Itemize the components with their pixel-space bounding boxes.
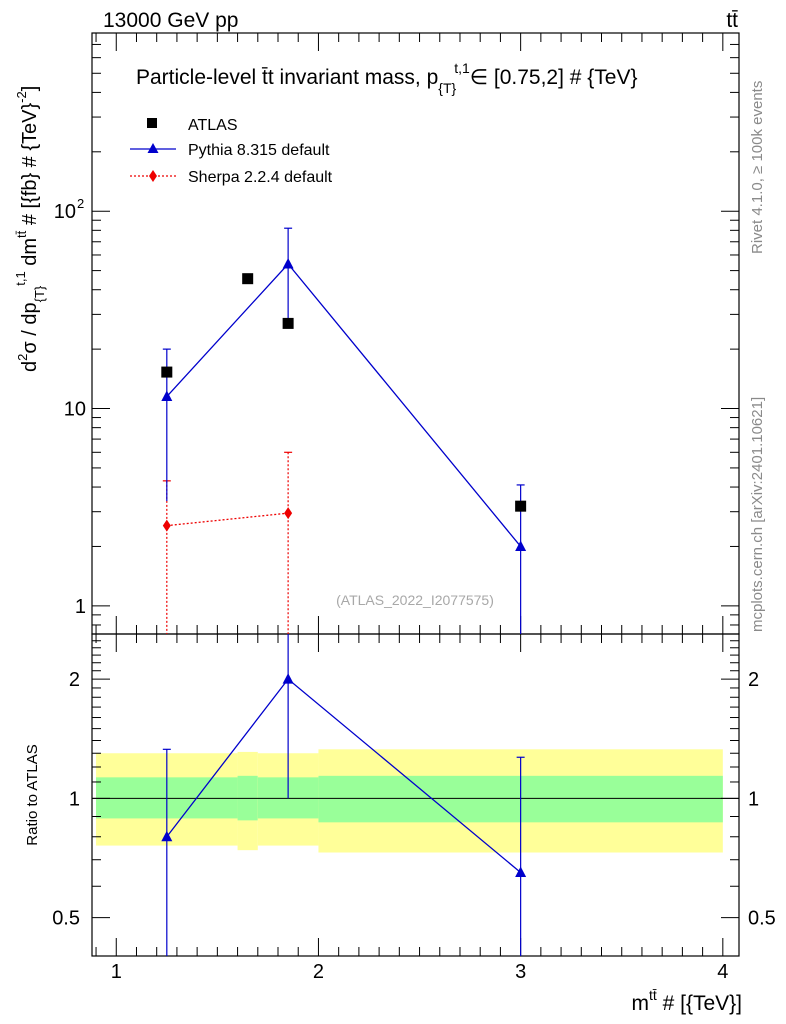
ratio-ytick-label-right-2: 2 (748, 669, 759, 691)
ratio-ytick-label-right-0: 0.5 (748, 908, 776, 930)
legend: ATLAS Pythia 8.315 default Sherpa 2.2.4 … (130, 117, 333, 186)
legend-label-sherpa: Sherpa 2.2.4 default (188, 169, 333, 186)
top-atlas-point-2 (282, 317, 294, 329)
top-series (161, 227, 527, 634)
header-right: tt̄ (726, 9, 738, 32)
mcplots-label: mcplots.cern.ch [arXiv:2401.10621] (749, 397, 766, 632)
xlabel-rest: # [{TeV}] (657, 992, 742, 1015)
ratio-pythia-point-1 (282, 673, 294, 684)
plot-title-rest: ∈ [0.75,2] # {TeV} (470, 66, 638, 89)
header-left: 13000 GeV pp (103, 9, 238, 32)
top-atlas-point-1 (242, 273, 254, 285)
ylabel-sup2: 2 (15, 354, 30, 361)
top-pythia-line (166, 263, 522, 547)
plot-title: Particle-level t̄t invariant mass, p{T} t… (136, 60, 638, 96)
xtick-label-2: 3 (515, 961, 526, 983)
bottom-panel-frame (91, 633, 740, 957)
top-ytick-label-2: 10 (54, 201, 76, 223)
ylabel-dm: dm (19, 238, 41, 271)
y-axis-label-top: d2σ / dp{T} t,1 dmtt̄ # [{fb} # {TeV}-2] (13, 86, 47, 372)
legend-marker-pythia (147, 143, 159, 153)
top-pythia-point-2 (515, 540, 527, 551)
xlabel-sup: tt̄ (649, 987, 657, 1003)
ylabel-close: ] (19, 86, 41, 92)
ratio-ytick-label-left-0: 0.5 (52, 908, 80, 930)
top-pythia-point-1 (282, 258, 294, 269)
y-axis-label-ratio: Ratio to ATLAS (24, 744, 41, 845)
analysis-watermark: (ATLAS_2022_I2077575) (336, 592, 494, 608)
legend-marker-sherpa (149, 170, 157, 182)
ylabel-supt1: t,1 (13, 271, 28, 285)
ratio-pythia-point-0 (161, 830, 173, 842)
top-ytick-label-sup-2: 2 (77, 196, 84, 211)
legend-marker-atlas (147, 118, 157, 128)
ylabel-units: # [{fb} # {TeV} (19, 102, 41, 230)
ratio-ytick-label-left-2: 2 (69, 669, 80, 691)
ylabel-sigma: σ / dp (19, 302, 41, 353)
ratio-ytick-label-right-1: 1 (748, 788, 759, 810)
legend-label-atlas: ATLAS (188, 117, 238, 134)
legend-label-pythia: Pythia 8.315 default (188, 142, 330, 159)
top-ytick-label-0: 1 (75, 596, 86, 618)
xtick-label-3: 4 (717, 961, 728, 983)
ratio-pythia-point-2 (515, 866, 527, 877)
xtick-label-1: 2 (313, 961, 324, 983)
ylabel-supm2: -2 (14, 91, 29, 103)
top-sherpa-point-0 (162, 519, 171, 532)
top-atlas-point-0 (161, 366, 173, 378)
ratio-series (161, 634, 527, 956)
plot-title-sub: {T} (438, 80, 456, 96)
top-sherpa-point-1 (284, 507, 293, 520)
rivet-label: Rivet 4.1.0, ≥ 100k events (749, 81, 766, 254)
ylabel-subT: {T} (32, 285, 47, 302)
top-sherpa-line (166, 512, 289, 527)
plot-title-main: Particle-level t̄t invariant mass, p (136, 66, 438, 89)
x-axis-label: mtt̄ # [{TeV}] (631, 987, 742, 1015)
xlabel-main: m (631, 992, 649, 1015)
ylabel-suptt: tt̄ (14, 230, 29, 238)
top-atlas-point-3 (515, 500, 527, 512)
top-ytick-label-1: 10 (64, 399, 86, 421)
xtick-label-0: 1 (111, 961, 122, 983)
top-pythia-point-0 (161, 390, 173, 402)
plot-title-sup: t,1 (454, 60, 470, 76)
ylabel-d: d (19, 361, 41, 372)
ratio-bands (96, 749, 723, 853)
ratio-ytick-label-left-1: 1 (69, 788, 80, 810)
